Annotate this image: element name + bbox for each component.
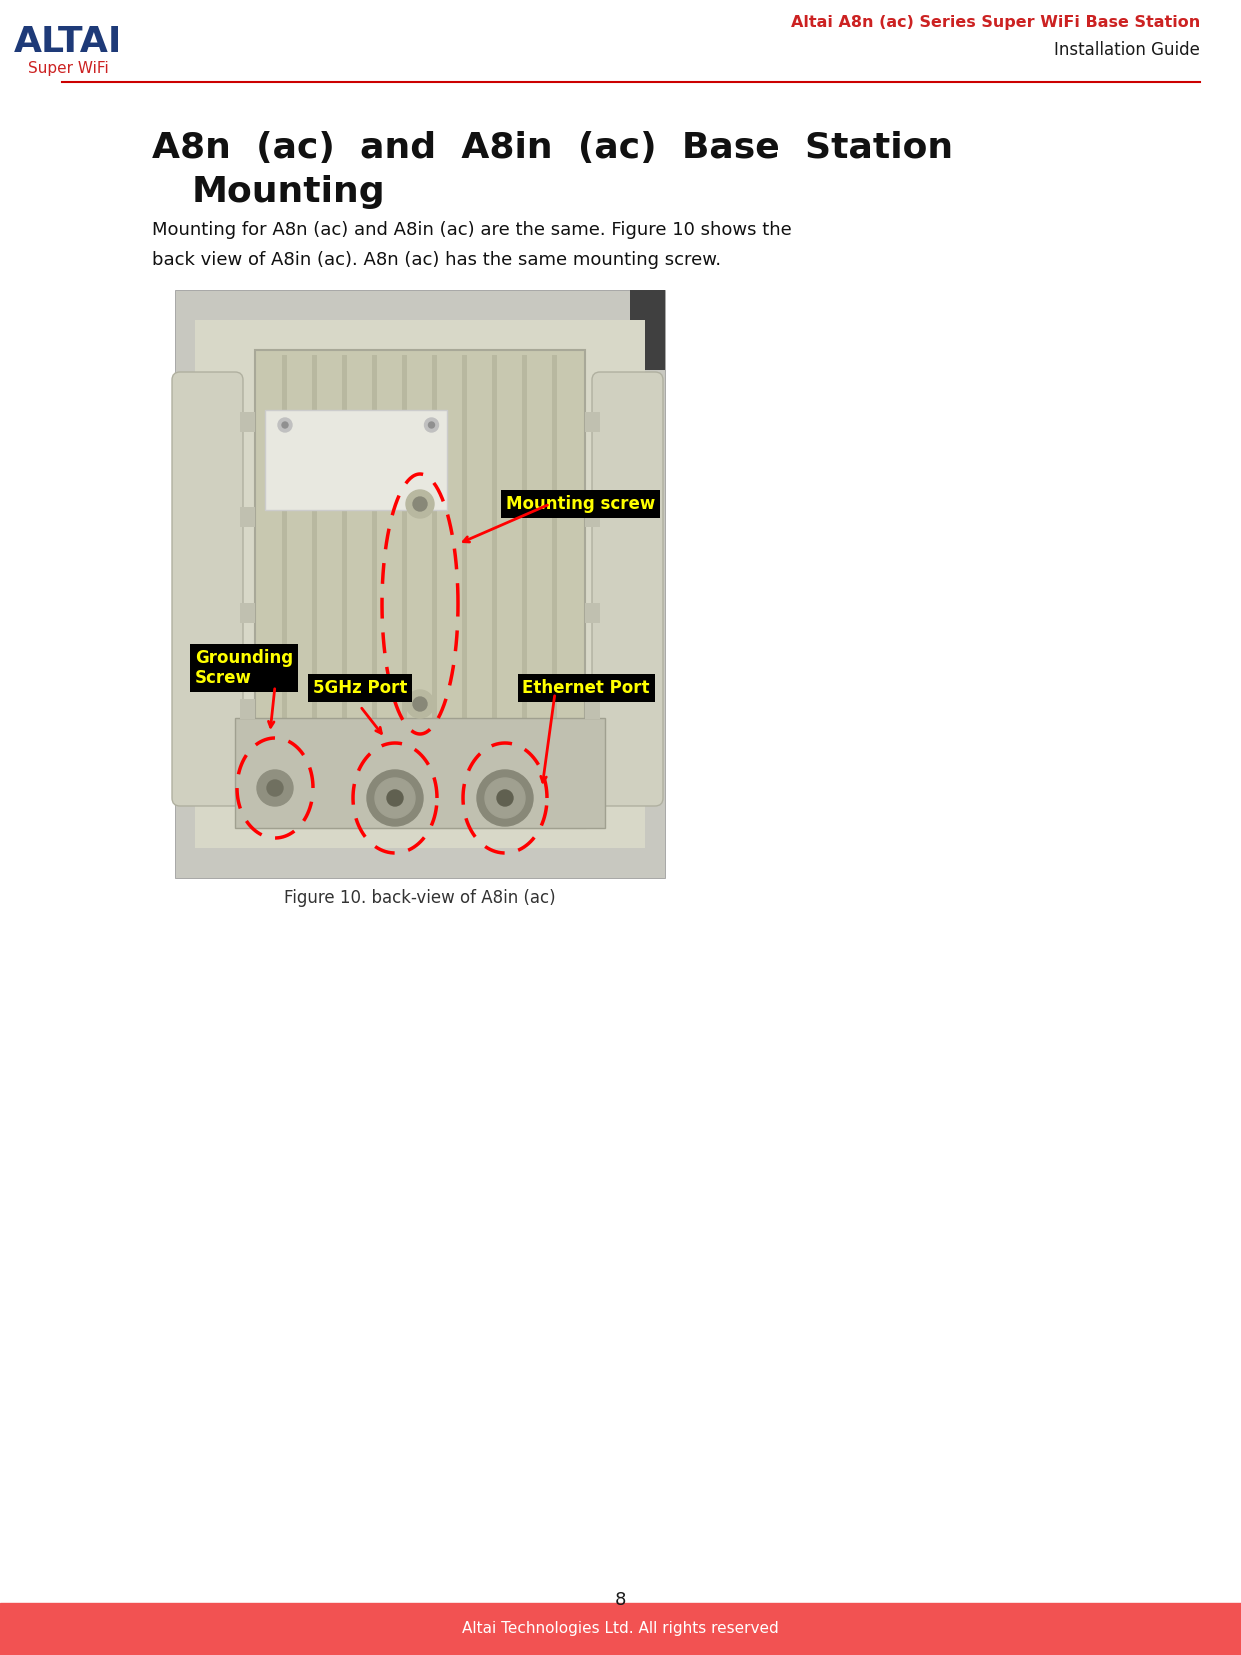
Bar (266, 410, 447, 510)
Text: Mounting for A8n (ac) and A8in (ac) are the same. Figure 10 shows the: Mounting for A8n (ac) and A8in (ac) are … (151, 222, 792, 238)
Text: Grounding
Screw: Grounding Screw (195, 649, 293, 687)
Bar (491, 356, 496, 823)
Bar (432, 356, 437, 823)
Text: Ethernet Port: Ethernet Port (522, 679, 650, 697)
Text: Figure 10. back-view of A8in (ac): Figure 10. back-view of A8in (ac) (284, 889, 556, 907)
Circle shape (282, 422, 288, 429)
Text: 8: 8 (614, 1590, 625, 1609)
Circle shape (413, 697, 427, 712)
Circle shape (413, 496, 427, 511)
Text: ALTAI: ALTAI (14, 25, 122, 60)
Circle shape (496, 789, 513, 806)
Bar (311, 356, 316, 823)
Bar (522, 356, 527, 823)
Bar (175, 290, 665, 879)
Circle shape (477, 770, 532, 826)
Bar (372, 356, 377, 823)
Bar (282, 356, 287, 823)
Text: Mounting: Mounting (192, 175, 386, 209)
Bar (585, 602, 599, 622)
Text: back view of A8in (ac). A8n (ac) has the same mounting screw.: back view of A8in (ac). A8n (ac) has the… (151, 252, 721, 270)
Bar (402, 356, 407, 823)
Circle shape (406, 690, 434, 718)
Bar (240, 698, 254, 718)
Circle shape (257, 770, 293, 806)
Bar (343, 356, 347, 823)
Bar (552, 356, 557, 823)
Bar (195, 319, 645, 847)
Circle shape (485, 778, 525, 818)
Bar (0, 1604, 1241, 1655)
FancyBboxPatch shape (592, 372, 663, 806)
Circle shape (424, 419, 438, 432)
Bar (235, 718, 606, 828)
Circle shape (387, 789, 403, 806)
Bar (585, 508, 599, 528)
Circle shape (267, 780, 283, 796)
Bar (240, 508, 254, 528)
Bar (240, 602, 254, 622)
Text: Altai A8n (ac) Series Super WiFi Base Station: Altai A8n (ac) Series Super WiFi Base St… (791, 15, 1200, 30)
Text: Installation Guide: Installation Guide (1054, 41, 1200, 60)
Text: Mounting screw: Mounting screw (506, 495, 655, 513)
Bar (585, 698, 599, 718)
Circle shape (406, 490, 434, 518)
Text: Super WiFi: Super WiFi (27, 61, 108, 76)
Text: A8n  (ac)  and  A8in  (ac)  Base  Station: A8n (ac) and A8in (ac) Base Station (151, 131, 953, 166)
Text: Altai Technologies Ltd. All rights reserved: Altai Technologies Ltd. All rights reser… (462, 1622, 778, 1637)
Bar (240, 412, 254, 432)
Bar (462, 356, 467, 823)
Circle shape (428, 422, 434, 429)
Bar (585, 412, 599, 432)
Text: 5GHz Port: 5GHz Port (313, 679, 407, 697)
Circle shape (375, 778, 414, 818)
FancyBboxPatch shape (172, 372, 243, 806)
Circle shape (278, 419, 292, 432)
Circle shape (367, 770, 423, 826)
Bar (630, 290, 665, 371)
Bar (254, 349, 585, 828)
